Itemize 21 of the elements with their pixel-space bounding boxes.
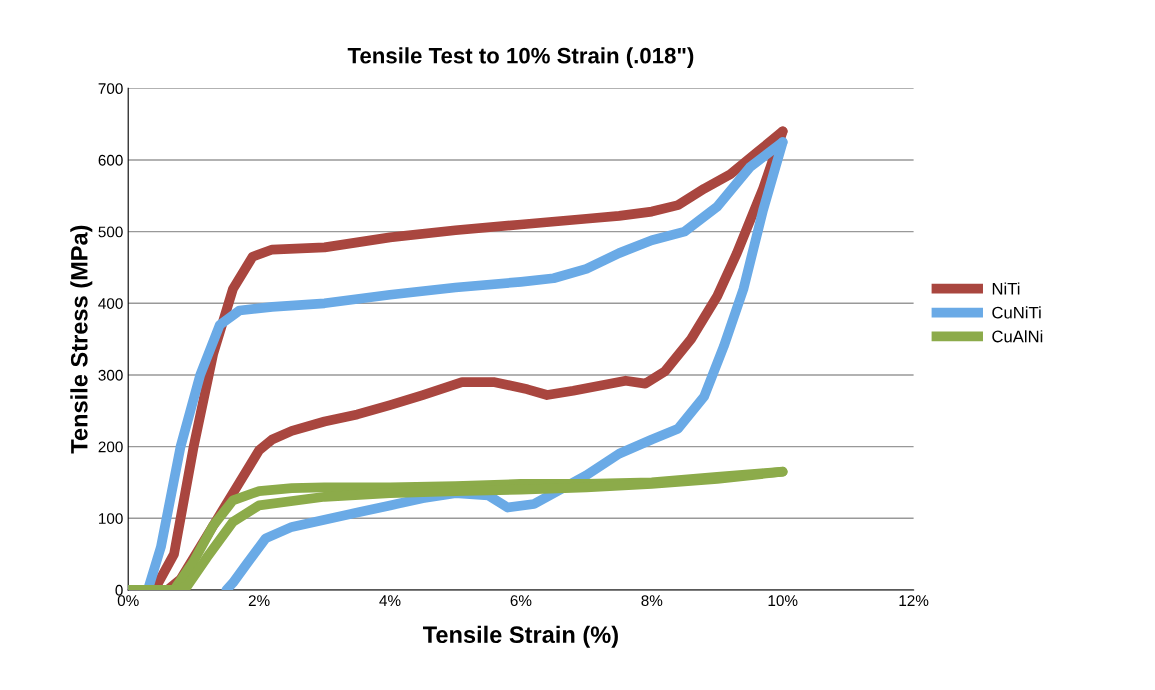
x-tick-label: 10% (768, 595, 798, 607)
y-tick-label: 200 (98, 441, 123, 453)
x-tick-label: 2% (248, 595, 270, 606)
legend-label: NiTi (992, 282, 1020, 295)
y-tick-label: 500 (98, 226, 123, 238)
y-axis-title: Tensile Stress (MPa) (70, 225, 93, 454)
x-axis-title: Tensile Strain (%) (422, 625, 618, 648)
y-tick-label: 400 (98, 298, 123, 309)
y-tick-label: 100 (99, 513, 123, 524)
x-tick-label: 8% (641, 595, 663, 607)
y-tick-label: 700 (98, 83, 123, 95)
x-tick-label: 6% (510, 595, 532, 607)
y-tick-label: 600 (98, 154, 123, 166)
chart-title: Tensile Test to 10% Strain (.018") (347, 47, 694, 68)
x-tick-label: 0% (117, 595, 139, 607)
x-tick-label: 4% (379, 595, 401, 606)
y-tick-label: 300 (98, 369, 123, 381)
legend-label: CuAlNi (992, 330, 1043, 343)
legend-label: CuNiTi (992, 306, 1041, 319)
y-tick-label: 0 (115, 584, 123, 596)
x-tick-label: 12% (899, 595, 929, 606)
